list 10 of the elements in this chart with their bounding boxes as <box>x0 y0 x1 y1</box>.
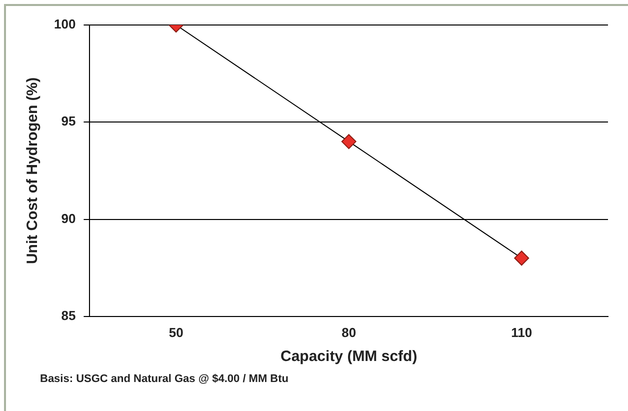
y-tick-label: 95 <box>61 114 76 129</box>
text: Basis: USGC and Natural Gas @ $4.00 / MM Btu <box>40 373 289 385</box>
x-tick-label: 50 <box>168 324 184 340</box>
x-tick-label: 80 <box>342 324 356 340</box>
y-axis-title: Unit Cost of Hydrogen (%) <box>24 77 42 264</box>
x-axis-title: Capacity (MM scfd) <box>280 348 418 366</box>
y-tick-label: 90 <box>61 210 76 226</box>
x-tick-label: 110 <box>511 324 532 340</box>
y-tick-label: 100 <box>54 16 76 32</box>
y-tick-label: 85 <box>61 308 76 323</box>
